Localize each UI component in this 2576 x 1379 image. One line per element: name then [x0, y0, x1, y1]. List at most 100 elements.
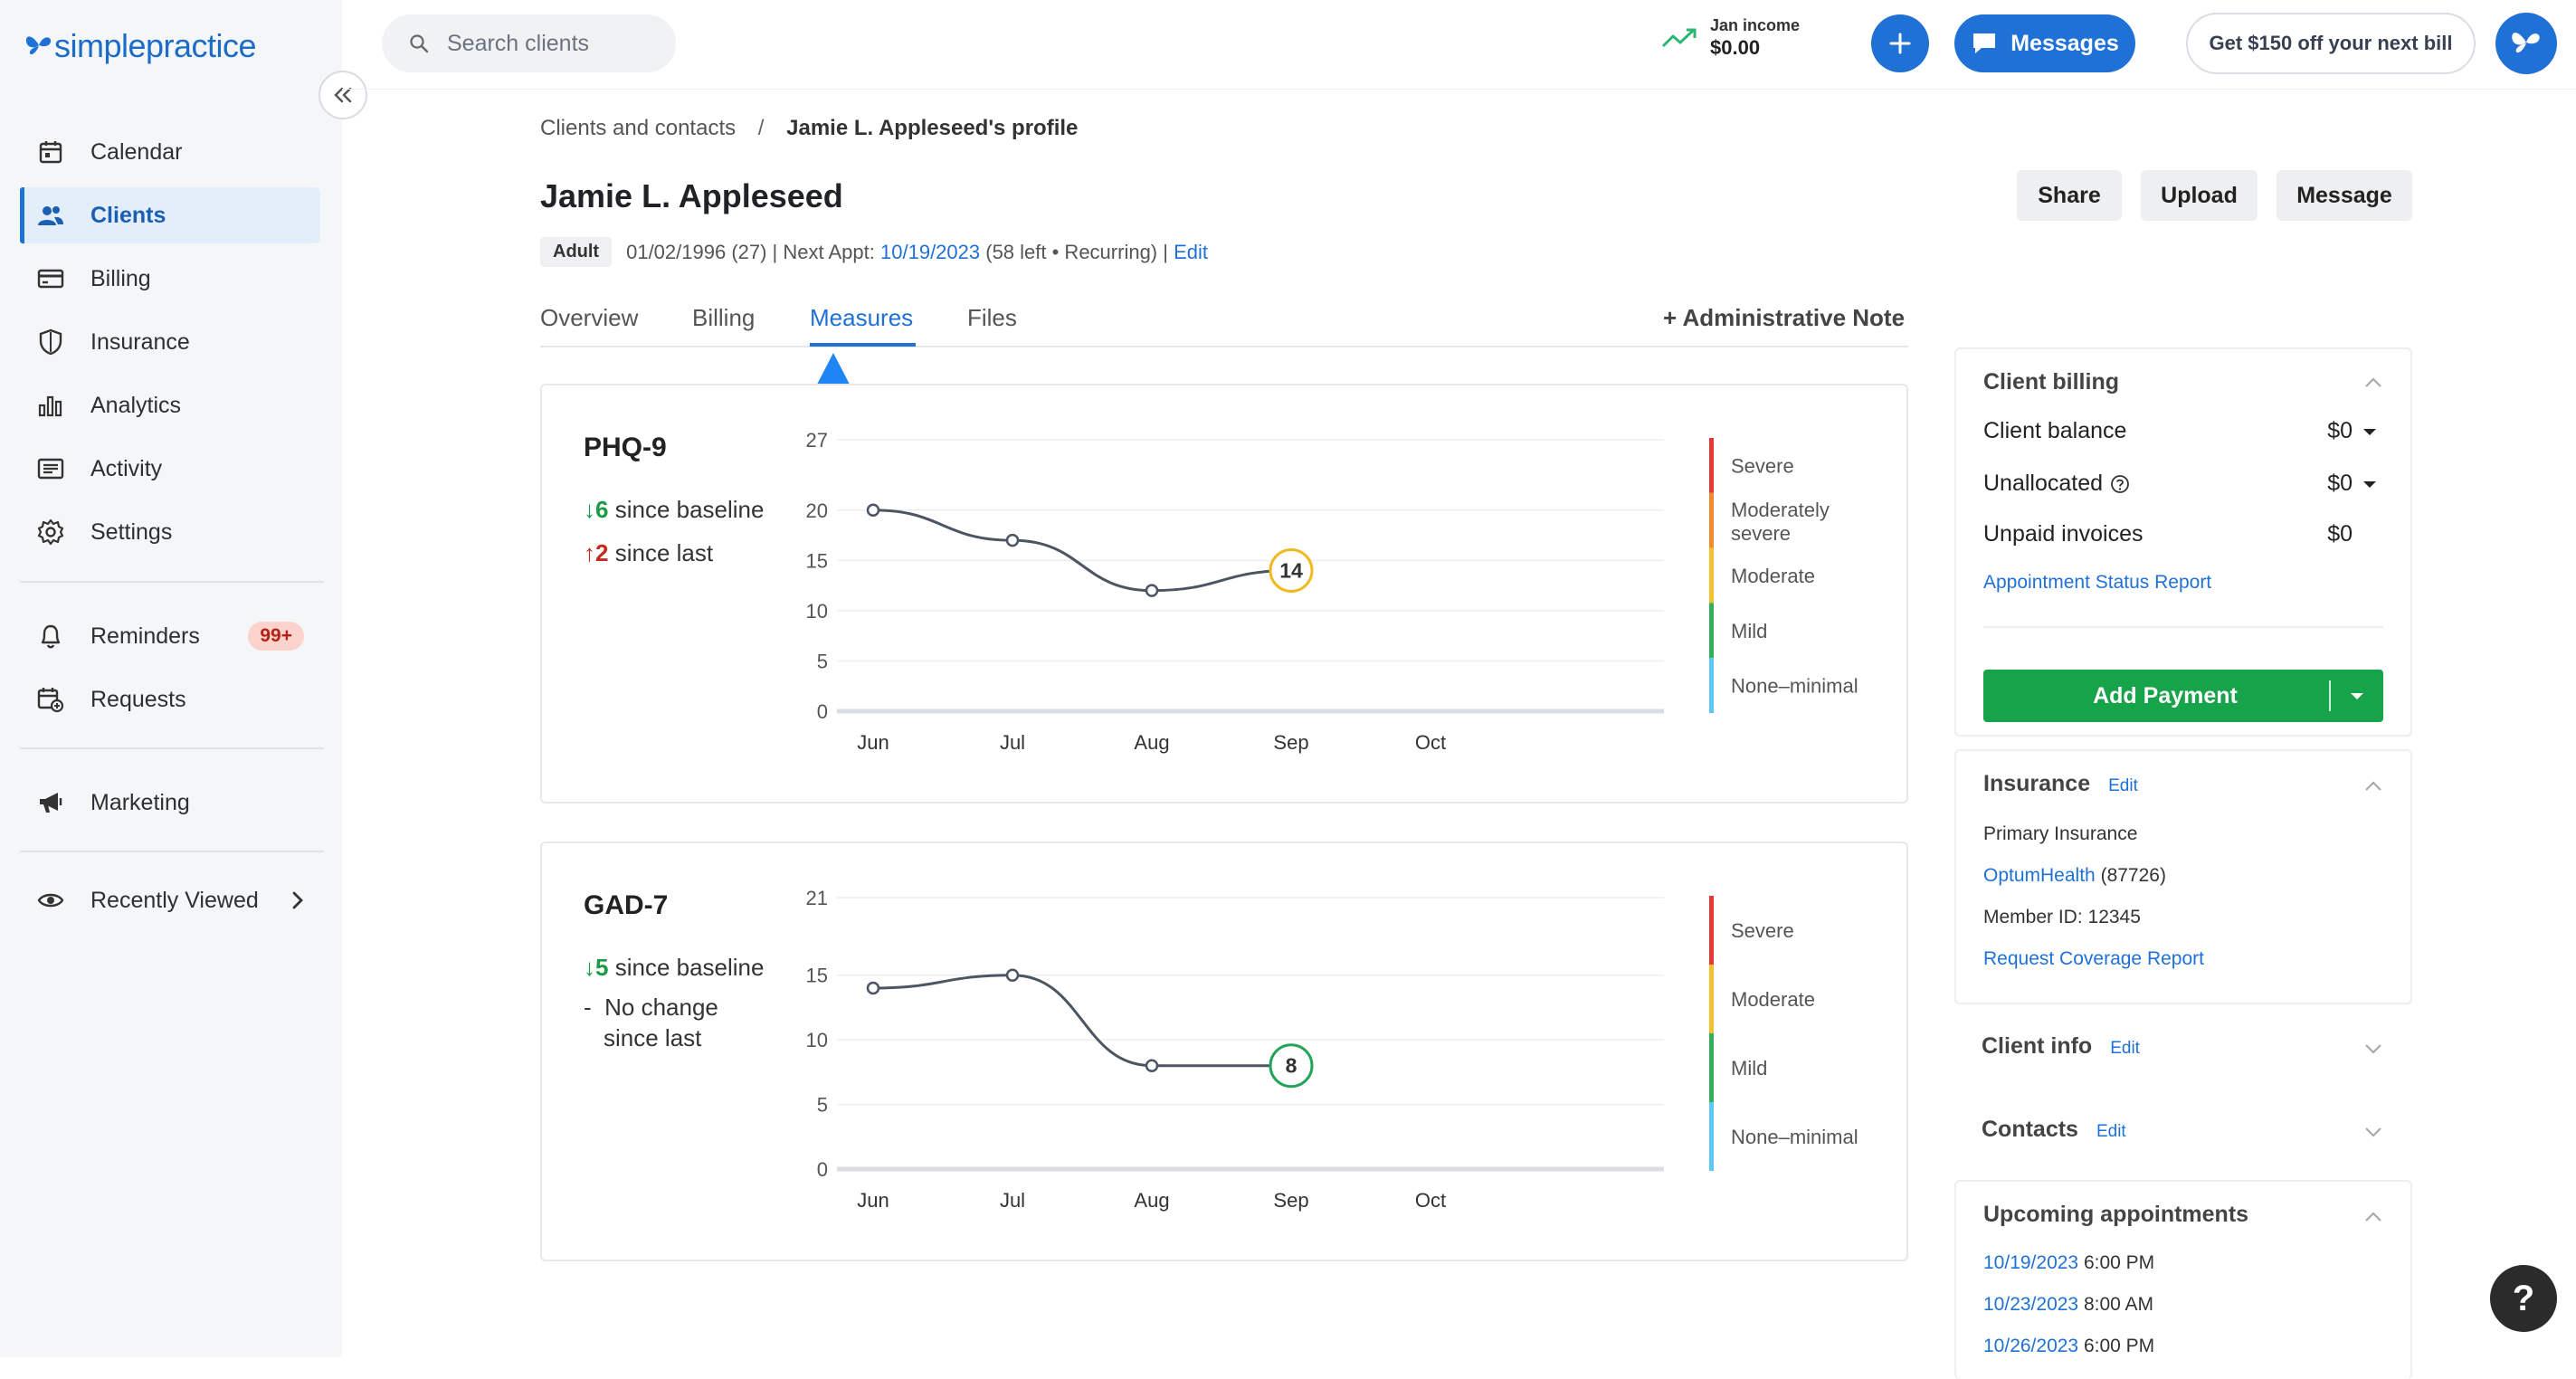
baseline-change-value: 5 [595, 954, 609, 981]
upload-button[interactable]: Upload [2141, 170, 2258, 221]
baseline-change: ↓5 since baseline [584, 954, 764, 982]
series-line [872, 974, 1291, 1068]
appointment-item[interactable]: 10/26/2023 6:00 PM [1983, 1336, 2154, 1357]
series-line [872, 509, 1292, 593]
chevron-up-icon[interactable] [2363, 1211, 2383, 1223]
administrative-note-button[interactable]: + Administrative Note [1663, 304, 1906, 331]
calendar-icon [34, 136, 67, 168]
sidebar-item-clients[interactable]: Clients [20, 187, 320, 243]
unallocated-label: Unallocated [1983, 471, 2104, 496]
simplepractice-logo[interactable]: simplepractice [24, 24, 257, 69]
appointment-date[interactable]: 10/26/2023 [1983, 1336, 2079, 1356]
caret-down-icon [2351, 693, 2363, 699]
unallocated-value: $0 [2327, 471, 2353, 496]
chevron-up-icon[interactable] [2363, 376, 2383, 389]
edit-client-link[interactable]: Edit [1174, 240, 1209, 263]
severity-bar-segment [1709, 603, 1714, 659]
add-payment-button[interactable]: Add Payment [1983, 670, 2383, 722]
search-box[interactable] [382, 14, 676, 72]
appointment-item[interactable]: 10/23/2023 8:00 AM [1983, 1294, 2153, 1316]
chevron-down-icon[interactable] [2363, 1126, 2383, 1138]
sidebar-item-billing[interactable]: Billing [20, 251, 320, 307]
account-avatar[interactable] [2495, 13, 2557, 74]
edit-client-info-link[interactable]: Edit [2110, 1039, 2140, 1058]
create-new-button[interactable] [1871, 14, 1929, 72]
last-change-label: No change [604, 994, 718, 1021]
primary-insurance-label: Primary Insurance [1983, 823, 2138, 844]
appointment-item[interactable]: 10/19/2023 6:00 PM [1983, 1252, 2154, 1274]
request-coverage-report-link[interactable]: Request Coverage Report [1983, 948, 2204, 969]
sidebar-item-insurance[interactable]: Insurance [20, 314, 320, 370]
help-circle-icon[interactable] [2110, 474, 2130, 494]
sidebar-item-marketing[interactable]: Marketing [20, 775, 320, 831]
chevron-up-icon[interactable] [2363, 780, 2383, 793]
sidebar-item-analytics[interactable]: Analytics [20, 377, 320, 433]
caret-down-icon [2363, 428, 2376, 435]
severity-label: Severe [1731, 454, 1794, 477]
baseline-change: ↓6 since baseline [584, 496, 764, 524]
promo-button[interactable]: Get $150 off your next bill [2186, 13, 2476, 74]
sidebar-item-requests[interactable]: Requests [20, 671, 320, 728]
megaphone-icon [34, 786, 67, 819]
insurance-provider-link[interactable]: OptumHealth [1983, 865, 2096, 886]
income-widget[interactable]: Jan income $0.00 [1661, 16, 1800, 60]
collapse-sidebar-button[interactable] [318, 71, 367, 119]
severity-label: Moderate [1731, 988, 1815, 1011]
messages-label: Messages [2010, 30, 2119, 56]
gad7-line-chart: 0 5 10 15 21 Jun Jul Aug Sep Oct 8 Severe Moderate Mi… [806, 887, 1858, 1212]
insurance-panel: Insurance Edit Primary Insurance OptumHea… [1954, 749, 2412, 1004]
tab-files[interactable]: Files [967, 304, 1017, 331]
sidebar-item-settings[interactable]: Settings [20, 504, 320, 560]
y-tick-label: 15 [806, 965, 828, 987]
edit-contacts-link[interactable]: Edit [2096, 1122, 2126, 1141]
eye-icon [34, 884, 67, 917]
unpaid-invoices-value: $0 [2327, 521, 2353, 547]
x-tick-label: Jun [857, 731, 889, 754]
sidebar-divider [20, 581, 324, 583]
data-point [1005, 533, 1020, 547]
message-button[interactable]: Message [2277, 170, 2412, 221]
search-input[interactable] [445, 29, 662, 58]
member-id: Member ID: 12345 [1983, 907, 2141, 927]
share-button[interactable]: Share [2017, 170, 2122, 221]
sidebar-item-label: Billing [90, 265, 151, 291]
sidebar-item-label: Activity [90, 455, 163, 481]
list-icon [34, 452, 67, 485]
plus-icon [1889, 33, 1911, 54]
help-button[interactable]: ? [2490, 1265, 2557, 1332]
sidebar-item-label: Insurance [90, 328, 190, 355]
y-tick-label: 0 [817, 700, 828, 723]
y-tick-label: 20 [806, 499, 828, 522]
sidebar-item-activity[interactable]: Activity [20, 441, 320, 497]
breadcrumb-parent-link[interactable]: Clients and contacts [540, 116, 737, 140]
appointment-status-report-link[interactable]: Appointment Status Report [1983, 572, 2212, 593]
messages-button[interactable]: Messages [1954, 14, 2135, 72]
client-info-title: Client info [1982, 1033, 2093, 1059]
tab-billing[interactable]: Billing [692, 304, 756, 331]
next-appointment-link[interactable]: 10/19/2023 [880, 240, 981, 263]
add-payment-dropdown[interactable] [2331, 690, 2383, 701]
severity-bar-segment [1709, 896, 1714, 965]
edit-insurance-link[interactable]: Edit [2108, 776, 2138, 795]
unallocated-row: Unallocated [1983, 471, 2130, 497]
baseline-change-value: 6 [595, 496, 609, 523]
y-tick-label: 5 [817, 650, 828, 672]
tab-measures[interactable]: Measures [810, 304, 914, 331]
tab-overview[interactable]: Overview [540, 304, 639, 331]
client-balance-dropdown[interactable]: $0 [2327, 418, 2378, 444]
client-info-header[interactable]: Client info Edit [1982, 1033, 2140, 1060]
appointment-date[interactable]: 10/23/2023 [1983, 1294, 2079, 1315]
unallocated-dropdown[interactable]: $0 [2327, 471, 2378, 497]
chevron-down-icon[interactable] [2363, 1042, 2383, 1055]
severity-label: Mild [1731, 1057, 1767, 1079]
contacts-header[interactable]: Contacts Edit [1982, 1117, 2126, 1143]
last-change-label-2: since last [604, 1024, 702, 1051]
sidebar-item-calendar[interactable]: Calendar [20, 124, 320, 180]
data-point [866, 503, 880, 518]
severity-bar-segment [1709, 492, 1714, 548]
latest-score-label: 14 [1279, 558, 1303, 582]
sidebar-item-recently-viewed[interactable]: Recently Viewed [20, 872, 320, 928]
arrow-down-icon: ↓ [584, 954, 595, 981]
appointment-date[interactable]: 10/19/2023 [1983, 1252, 2079, 1273]
sidebar-item-reminders[interactable]: Reminders 99+ [20, 608, 320, 664]
